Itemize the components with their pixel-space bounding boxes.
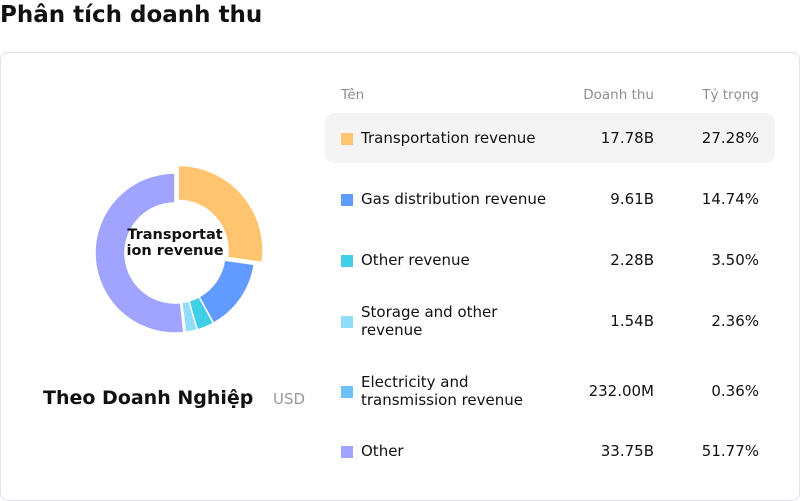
row-share: 0.36% (711, 382, 759, 400)
card-subtitle: Theo Doanh Nghiệp (43, 387, 254, 409)
row-revenue: 2.28B (610, 251, 654, 269)
row-share: 27.28% (701, 129, 759, 147)
table-row[interactable]: Transportation revenue 17.78B 27.28% (325, 113, 775, 163)
legend-swatch (341, 133, 353, 145)
row-share: 51.77% (701, 442, 759, 460)
header-revenue: Doanh thu (583, 87, 654, 103)
row-share: 14.74% (701, 190, 759, 208)
row-revenue: 9.61B (610, 190, 654, 208)
donut-slice[interactable] (94, 172, 185, 334)
legend-swatch (341, 255, 353, 267)
row-revenue: 1.54B (610, 312, 654, 330)
row-share: 3.50% (711, 251, 759, 269)
row-name: Electricity and transmission revenue (361, 373, 524, 409)
table-row[interactable]: Other revenue 2.28B 3.50% (325, 235, 775, 285)
row-name: Other revenue (361, 251, 470, 269)
row-name: Other (361, 442, 404, 460)
row-revenue: 232.00M (588, 382, 654, 400)
currency-unit: USD (273, 390, 306, 408)
row-revenue: 17.78B (600, 129, 654, 147)
row-share: 2.36% (711, 312, 759, 330)
row-revenue: 33.75B (600, 442, 654, 460)
legend-swatch (341, 194, 353, 206)
table-row[interactable]: Gas distribution revenue 9.61B 14.74% (325, 174, 775, 224)
row-name: Transportation revenue (361, 129, 536, 147)
legend-swatch (341, 316, 353, 328)
row-name: Storage and other revenue (361, 303, 498, 339)
donut-center-label: Transportation revenue (126, 227, 224, 259)
header-name: Tên (341, 87, 365, 103)
page-title: Phân tích doanh thu (0, 2, 263, 28)
table-row[interactable]: Storage and other revenue 1.54B 2.36% (325, 296, 775, 346)
row-name: Gas distribution revenue (361, 190, 547, 208)
legend-swatch (341, 446, 353, 458)
legend-swatch (341, 386, 353, 398)
header-share: Tỷ trọng (702, 87, 759, 103)
table-row[interactable]: Electricity and transmission revenue 232.… (325, 366, 775, 416)
table-row[interactable]: Other 33.75B 51.77% (325, 426, 775, 476)
donut-slice[interactable] (177, 164, 264, 264)
